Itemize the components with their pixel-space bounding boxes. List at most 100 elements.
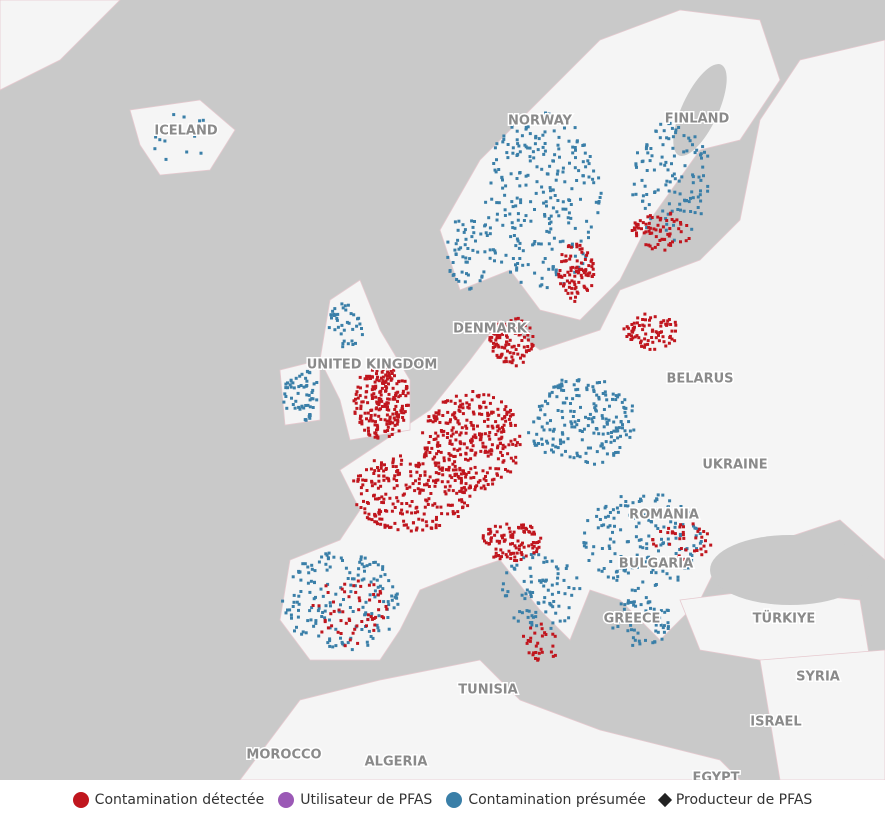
site-dot	[511, 533, 515, 536]
site-dot	[697, 527, 701, 531]
site-dot	[448, 420, 452, 424]
site-dot	[373, 431, 377, 435]
site-dot	[580, 247, 584, 251]
site-dot	[661, 626, 665, 630]
legend: Contamination détectée Utilisateur de PFA…	[0, 782, 885, 818]
site-dot	[394, 394, 397, 397]
site-dot	[601, 460, 605, 464]
site-dot	[459, 489, 463, 493]
site-dot	[575, 270, 578, 273]
site-dot	[584, 273, 588, 277]
site-dot	[640, 160, 644, 164]
site-dot	[567, 221, 571, 225]
site-dot	[495, 530, 499, 534]
site-dot	[504, 343, 508, 347]
site-dot	[609, 440, 613, 444]
site-dot	[605, 422, 609, 426]
site-dot	[659, 609, 663, 613]
site-dot	[652, 614, 655, 618]
site-dot	[377, 496, 381, 500]
site-dot	[395, 479, 399, 482]
site-dot	[473, 433, 477, 437]
site-dot	[396, 414, 400, 418]
site-dot	[512, 344, 516, 348]
site-dot	[529, 574, 533, 578]
site-dot	[440, 512, 444, 516]
site-dot	[435, 443, 439, 447]
site-dot	[328, 637, 332, 641]
site-dot	[365, 417, 368, 421]
site-dot	[393, 506, 397, 509]
site-dot	[449, 453, 453, 457]
site-dot	[308, 405, 312, 409]
site-dot	[502, 137, 506, 141]
site-dot	[688, 139, 692, 143]
site-dot	[654, 629, 658, 633]
site-dot	[351, 327, 355, 331]
site-dot	[636, 316, 640, 320]
site-dot	[607, 544, 611, 548]
site-dot	[377, 400, 381, 404]
site-dot	[346, 577, 350, 580]
site-dot	[570, 286, 574, 290]
site-dot	[612, 429, 616, 433]
site-dot	[479, 486, 483, 490]
site-dot	[560, 378, 564, 382]
site-dot	[512, 566, 516, 570]
site-dot	[335, 317, 339, 320]
site-dot	[641, 199, 645, 203]
site-dot	[417, 461, 421, 465]
site-dot	[421, 431, 425, 435]
site-dot	[513, 544, 517, 548]
site-dot	[600, 547, 604, 550]
site-dot	[535, 550, 539, 554]
site-dot	[553, 194, 557, 197]
site-dot	[564, 380, 568, 384]
site-dot	[572, 280, 576, 284]
site-dot	[292, 593, 296, 597]
site-dot	[592, 388, 596, 392]
site-dot	[494, 467, 498, 471]
place-label: TUNISIA	[458, 683, 517, 698]
site-dot	[357, 316, 361, 320]
site-dot	[390, 433, 394, 436]
site-dot	[455, 278, 459, 281]
site-dot	[442, 456, 446, 460]
site-dot	[300, 404, 304, 408]
site-dot	[479, 434, 483, 438]
site-dot	[584, 165, 588, 169]
site-dot	[434, 431, 438, 435]
site-dot	[297, 594, 301, 598]
site-dot	[625, 335, 629, 338]
site-dot	[543, 596, 547, 600]
site-dot	[648, 347, 652, 351]
site-dot	[567, 139, 571, 143]
site-dot	[631, 643, 635, 647]
site-dot	[695, 549, 699, 552]
site-dot	[446, 399, 449, 403]
site-dot	[682, 536, 686, 540]
site-dot	[650, 570, 653, 574]
site-dot	[504, 184, 508, 188]
site-dot	[384, 492, 388, 496]
site-dot	[533, 240, 537, 243]
site-dot	[513, 438, 517, 442]
site-dot	[501, 428, 505, 432]
site-dot	[659, 324, 663, 328]
site-dot	[563, 126, 566, 130]
site-dot	[388, 376, 392, 380]
site-dot	[571, 397, 575, 401]
site-dot	[643, 343, 647, 347]
site-dot	[380, 495, 384, 499]
site-dot	[430, 526, 434, 530]
site-dot	[511, 358, 515, 362]
site-dot	[435, 478, 438, 482]
site-dot	[575, 576, 579, 580]
site-dot	[393, 521, 397, 525]
site-dot	[411, 482, 415, 486]
site-dot	[289, 385, 293, 389]
site-dot	[648, 244, 652, 248]
site-dot	[502, 459, 506, 463]
site-dot	[363, 411, 367, 415]
site-dot	[569, 216, 573, 220]
